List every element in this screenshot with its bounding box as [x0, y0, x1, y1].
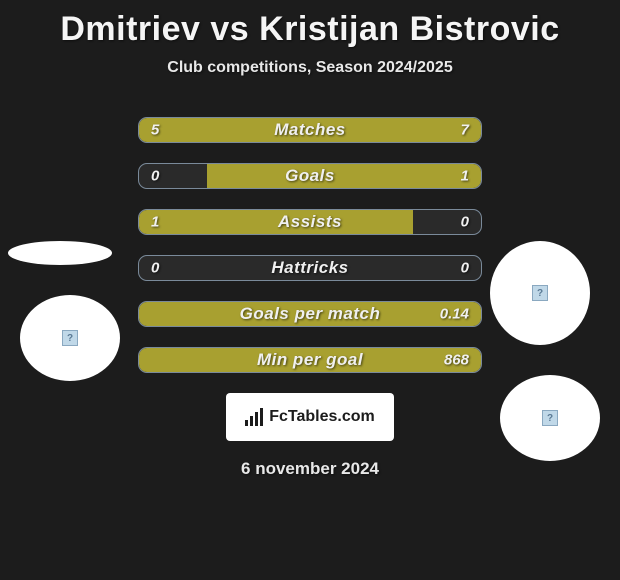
stats-area: ? ? ? 5Matches70Goals11Assists00Hattrick… [0, 117, 620, 479]
stat-value-right: 0 [461, 214, 469, 231]
stat-rows: 5Matches70Goals11Assists00Hattricks0Goal… [138, 117, 482, 373]
stat-row: 5Matches7 [138, 117, 482, 143]
stat-label: Hattricks [139, 258, 481, 278]
stat-label: Assists [139, 212, 481, 232]
stat-value-right: 1 [461, 168, 469, 185]
logo-box: FcTables.com [226, 393, 394, 441]
placeholder-icon: ? [532, 285, 548, 301]
stat-value-right: 7 [461, 122, 469, 139]
stat-label: Goals [139, 166, 481, 186]
player-left-avatar-mid: ? [20, 295, 120, 381]
stat-row: 1Assists0 [138, 209, 482, 235]
player-left-avatar-top [8, 241, 112, 265]
stat-value-right: 868 [444, 352, 469, 369]
player-right-avatar-bottom: ? [500, 375, 600, 461]
placeholder-icon: ? [542, 410, 558, 426]
stat-row: 0Hattricks0 [138, 255, 482, 281]
footer-date: 6 november 2024 [0, 459, 620, 479]
stat-label: Min per goal [139, 350, 481, 370]
page-title: Dmitriev vs Kristijan Bistrovic [0, 10, 620, 49]
stat-label: Matches [139, 120, 481, 140]
logo-text: FcTables.com [269, 408, 375, 426]
player-right-avatar-top: ? [490, 241, 590, 345]
stat-row: Min per goal868 [138, 347, 482, 373]
placeholder-icon: ? [62, 330, 78, 346]
logo-bars-icon [245, 408, 263, 426]
stat-row: Goals per match0.14 [138, 301, 482, 327]
stat-row: 0Goals1 [138, 163, 482, 189]
page-subtitle: Club competitions, Season 2024/2025 [0, 59, 620, 77]
stat-label: Goals per match [139, 304, 481, 324]
stat-value-right: 0.14 [440, 306, 469, 323]
main-container: Dmitriev vs Kristijan Bistrovic Club com… [0, 0, 620, 479]
stat-value-right: 0 [461, 260, 469, 277]
